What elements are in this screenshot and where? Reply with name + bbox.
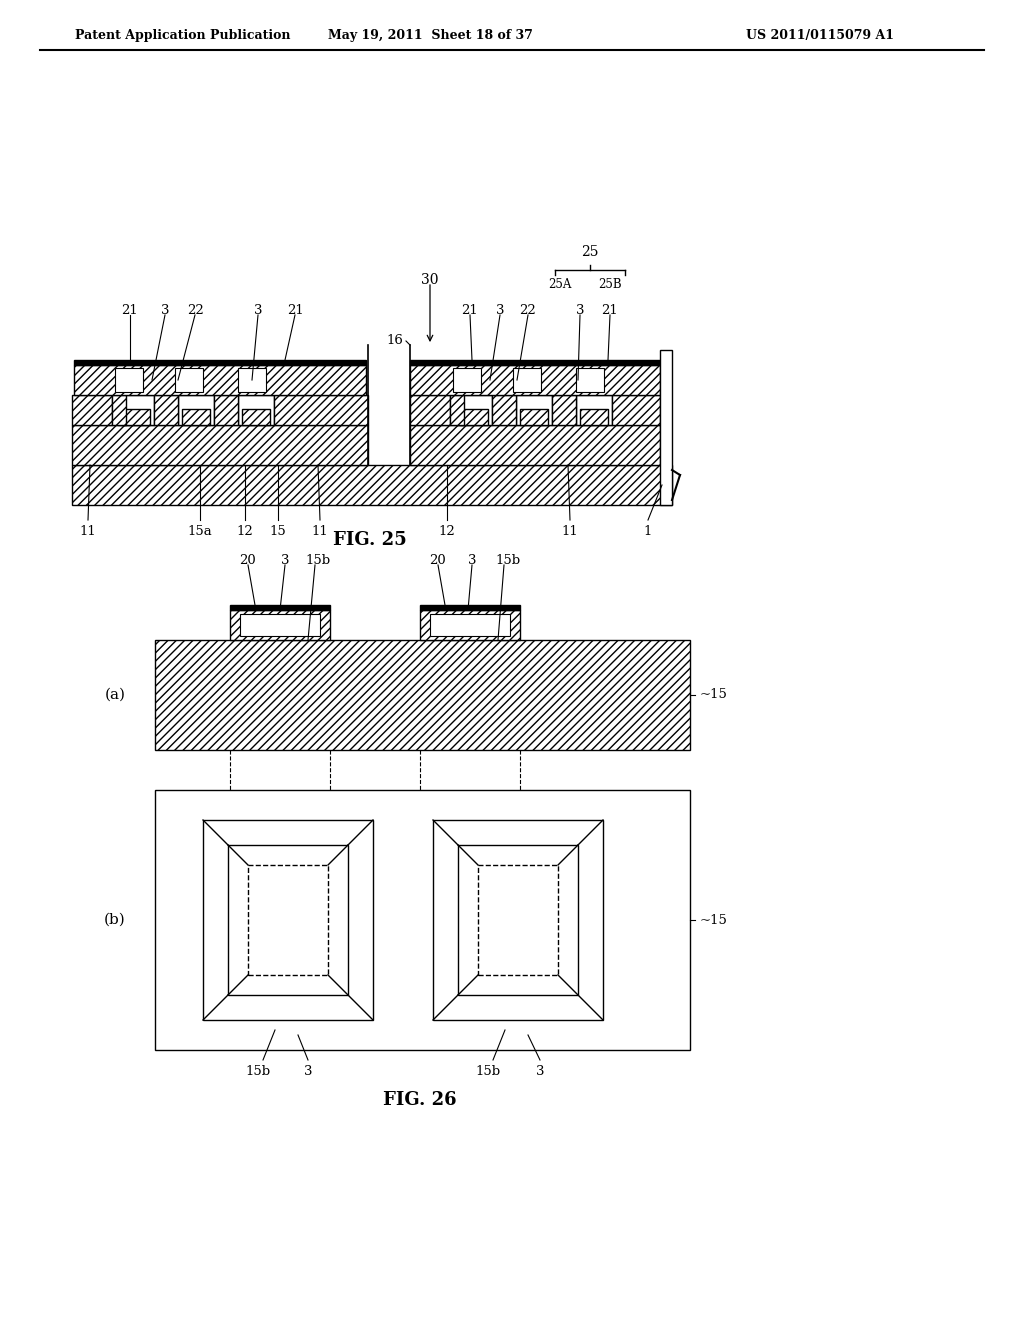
Bar xyxy=(492,395,516,425)
Bar xyxy=(115,368,143,392)
Bar xyxy=(575,368,604,392)
Bar xyxy=(460,408,488,425)
Bar xyxy=(433,820,603,1020)
Text: 25B: 25B xyxy=(598,279,622,292)
Text: 3: 3 xyxy=(536,1065,544,1078)
Bar xyxy=(112,395,126,425)
Text: 30: 30 xyxy=(421,273,438,286)
Text: (a): (a) xyxy=(104,688,126,702)
Text: May 19, 2011  Sheet 18 of 37: May 19, 2011 Sheet 18 of 37 xyxy=(328,29,532,41)
Bar xyxy=(203,820,373,1020)
Text: 25: 25 xyxy=(582,246,599,259)
Bar xyxy=(230,605,330,610)
Text: US 2011/0115079 A1: US 2011/0115079 A1 xyxy=(746,29,894,41)
Text: 15b: 15b xyxy=(305,553,331,566)
Text: 20: 20 xyxy=(430,553,446,566)
Text: 3: 3 xyxy=(254,304,262,317)
Bar xyxy=(410,425,660,465)
Text: 22: 22 xyxy=(519,304,537,317)
Text: 12: 12 xyxy=(237,525,253,539)
Bar xyxy=(72,425,368,465)
Text: 22: 22 xyxy=(186,304,204,317)
Bar xyxy=(420,605,520,610)
Bar xyxy=(230,610,330,640)
Bar xyxy=(214,395,238,425)
Bar xyxy=(453,368,481,392)
Text: 21: 21 xyxy=(287,304,303,317)
Bar xyxy=(238,368,266,392)
Text: 3: 3 xyxy=(161,304,169,317)
Text: (b): (b) xyxy=(104,913,126,927)
Bar xyxy=(458,845,578,995)
Text: 21: 21 xyxy=(122,304,138,317)
Bar xyxy=(516,395,552,425)
Bar xyxy=(478,865,558,975)
Text: 21: 21 xyxy=(602,304,618,317)
Bar xyxy=(178,395,214,425)
Bar xyxy=(513,368,541,392)
Bar xyxy=(552,395,575,425)
Bar xyxy=(122,408,150,425)
Text: ~15: ~15 xyxy=(700,689,728,701)
Bar xyxy=(520,408,548,425)
Text: 3: 3 xyxy=(496,304,504,317)
Bar xyxy=(228,845,348,995)
Text: 12: 12 xyxy=(438,525,456,539)
Text: 15b: 15b xyxy=(475,1065,501,1078)
Text: 15a: 15a xyxy=(187,525,212,539)
Bar xyxy=(154,395,178,425)
Bar xyxy=(430,614,510,636)
Text: 3: 3 xyxy=(281,553,289,566)
Text: 15: 15 xyxy=(269,525,287,539)
Bar xyxy=(612,395,660,425)
Bar xyxy=(155,640,690,750)
Bar xyxy=(575,395,612,425)
Text: 15b: 15b xyxy=(246,1065,270,1078)
Bar xyxy=(155,789,690,1049)
Bar xyxy=(118,395,154,425)
Text: 11: 11 xyxy=(561,525,579,539)
Bar xyxy=(410,360,660,366)
Text: FIG. 26: FIG. 26 xyxy=(383,1092,457,1109)
Bar xyxy=(72,395,112,425)
Text: 15b: 15b xyxy=(496,553,520,566)
Text: 3: 3 xyxy=(575,304,585,317)
Bar xyxy=(456,395,492,425)
Bar xyxy=(660,350,672,506)
Text: ~15: ~15 xyxy=(700,913,728,927)
Text: Patent Application Publication: Patent Application Publication xyxy=(75,29,291,41)
Text: 16: 16 xyxy=(387,334,403,346)
Bar xyxy=(72,465,672,506)
Text: 25A: 25A xyxy=(548,279,571,292)
Text: 1: 1 xyxy=(644,525,652,539)
Bar xyxy=(175,368,203,392)
Bar xyxy=(274,395,368,425)
Text: 21: 21 xyxy=(462,304,478,317)
Bar xyxy=(238,395,274,425)
Text: 20: 20 xyxy=(240,553,256,566)
Bar xyxy=(74,366,366,395)
Bar xyxy=(182,408,210,425)
Bar xyxy=(410,395,450,425)
Bar xyxy=(74,360,366,366)
Bar xyxy=(410,366,660,395)
Text: FIG. 25: FIG. 25 xyxy=(333,531,407,549)
Bar xyxy=(420,610,520,640)
Bar xyxy=(240,614,319,636)
Bar xyxy=(248,865,328,975)
Bar xyxy=(580,408,608,425)
Text: 11: 11 xyxy=(80,525,96,539)
Text: 3: 3 xyxy=(468,553,476,566)
Bar xyxy=(242,408,270,425)
Bar xyxy=(450,395,464,425)
Text: 3: 3 xyxy=(304,1065,312,1078)
Text: 11: 11 xyxy=(311,525,329,539)
